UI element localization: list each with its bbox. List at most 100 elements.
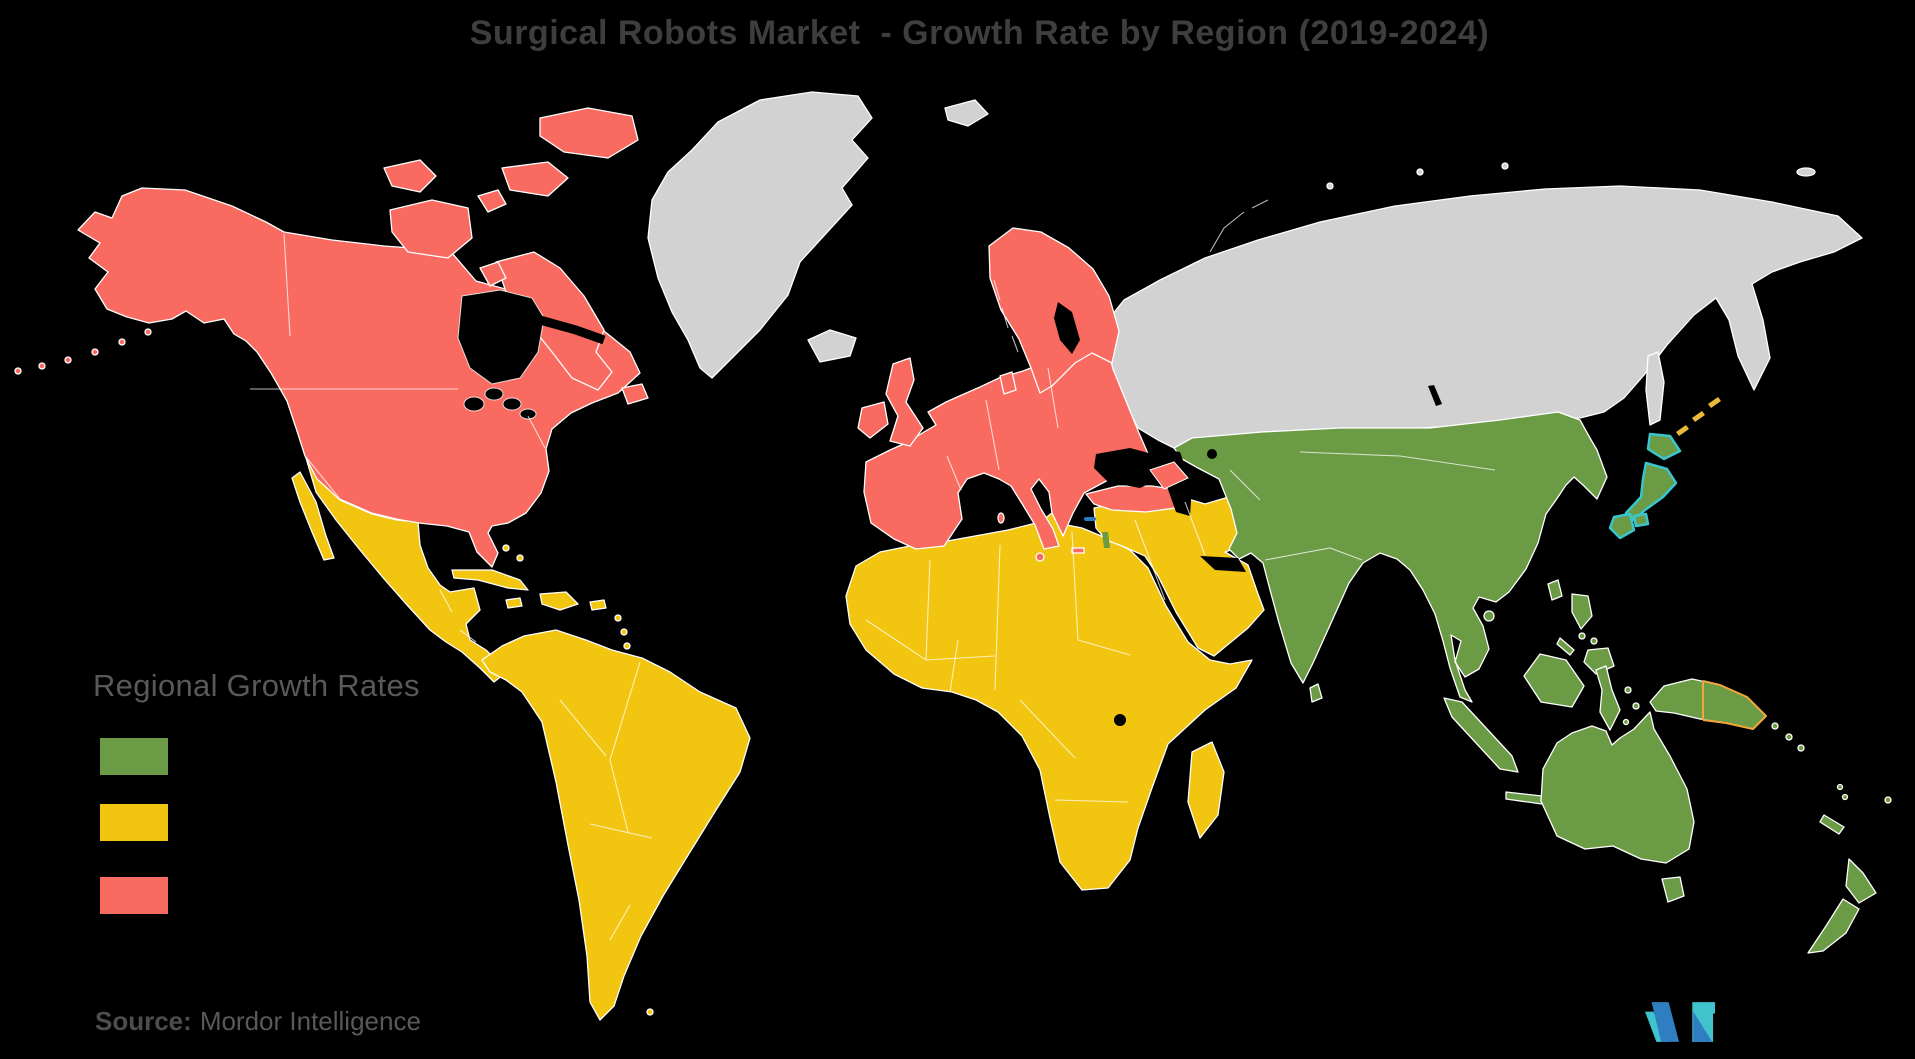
moluccas: [1622, 718, 1630, 726]
mordor-intelligence-logo: [1645, 1002, 1715, 1042]
black-sea: [1094, 448, 1166, 488]
region-newfoundland: [621, 383, 649, 405]
aleutian-island: [64, 356, 72, 364]
region-north-america: [77, 187, 641, 568]
region-australia: [1540, 711, 1695, 864]
fiji: [1884, 796, 1892, 804]
aleutian-island: [14, 367, 22, 375]
bahamas: [516, 554, 524, 562]
region-russia-north-asia: [1099, 185, 1863, 449]
kuril-dash: [1692, 411, 1705, 422]
region-great-britain: [885, 357, 924, 447]
arctic-island-banks: [383, 159, 437, 193]
arctic-island-ellesmere: [539, 107, 639, 159]
persian-gulf: [1200, 556, 1246, 572]
hudson-strait: [538, 315, 606, 345]
moluccas: [1632, 702, 1640, 710]
great-lake: [502, 397, 522, 411]
sardinia: [997, 512, 1005, 524]
region-japan-hokkaido: [1646, 432, 1682, 461]
legend: Regional Growth Rates: [93, 668, 420, 914]
solomon-islands: [1797, 744, 1805, 752]
source-text: Mordor Intelligence: [199, 1006, 421, 1036]
solomon-islands: [1785, 733, 1793, 741]
lake-victoria: [1114, 714, 1126, 726]
region-borneo: [1523, 653, 1585, 708]
great-lake: [484, 387, 504, 401]
region-puerto-rico: [589, 599, 607, 611]
kuril-dash: [1676, 425, 1689, 436]
logo-blue-triangle: [1693, 1011, 1713, 1042]
hainan: [1483, 610, 1495, 622]
arctic-island: [1416, 168, 1424, 176]
region-scandinavia: [988, 227, 1120, 394]
visayas: [1590, 637, 1598, 645]
lake-baikal: [1428, 385, 1442, 406]
legend-swatch-green: [100, 738, 168, 775]
region-south-america: [481, 629, 751, 1021]
region-sakhalin: [1645, 351, 1665, 426]
israel-marker: [1102, 532, 1110, 548]
aleutian-island: [118, 338, 126, 346]
vanuatu: [1841, 793, 1849, 801]
hudson-bay: [457, 289, 545, 385]
wrangel-island: [1796, 167, 1816, 177]
region-japan-shikoku: [1632, 512, 1650, 528]
chart-title: Surgical Robots Market - Growth Rate by …: [469, 14, 1490, 52]
antilles: [620, 628, 628, 636]
region-greenland: [647, 91, 873, 379]
solomon-islands: [1771, 722, 1779, 730]
country-borders: [250, 199, 1496, 941]
region-hispaniola: [539, 591, 579, 611]
region-asia-mainland: [1173, 411, 1608, 703]
region-denmark: [999, 371, 1017, 395]
aleutian-island: [144, 328, 152, 336]
region-sri-lanka: [1309, 683, 1323, 703]
region-baja-california: [291, 471, 335, 561]
cyprus-marker: [1084, 517, 1096, 521]
region-sumatra: [1443, 697, 1519, 773]
antilles: [614, 614, 622, 622]
arctic-island: [1326, 182, 1334, 190]
region-caucasus: [1149, 461, 1189, 490]
png-border-outline: [1702, 680, 1767, 730]
logo-blue-band: [1651, 1002, 1680, 1042]
region-mexico-central-america: [305, 457, 505, 683]
falkland-islands: [646, 1008, 654, 1016]
source-line: Source: Mordor Intelligence: [95, 1006, 421, 1037]
legend-swatch-red: [100, 877, 168, 914]
aleutian-island: [38, 362, 46, 370]
bahamas: [502, 544, 510, 552]
region-sulawesi: [1595, 665, 1621, 731]
great-lake: [463, 396, 485, 412]
sicily: [1035, 552, 1045, 562]
region-europe-mainland: [863, 321, 1150, 550]
great-lake: [519, 408, 537, 420]
region-japan-honshu: [1624, 461, 1678, 522]
region-jamaica: [505, 597, 523, 609]
region-svalbard: [944, 99, 989, 127]
gulf-of-bothnia: [1054, 302, 1080, 354]
legend-swatch-yellow: [100, 804, 168, 841]
new-caledonia: [1819, 814, 1845, 835]
region-iceland: [807, 329, 857, 363]
region-new-zealand-north: [1845, 858, 1877, 904]
palawan: [1556, 637, 1575, 656]
aleutian-island: [91, 348, 99, 356]
arctic-island-victoria: [389, 199, 473, 259]
arctic-island: [1501, 162, 1509, 170]
kuril-dash: [1708, 397, 1721, 408]
crete: [1071, 547, 1085, 554]
arctic-island-devon: [501, 161, 569, 197]
region-tasmania: [1661, 876, 1685, 903]
region-middle-east: [1093, 495, 1265, 657]
moluccas: [1624, 686, 1632, 694]
vanuatu: [1836, 783, 1844, 791]
region-taiwan: [1547, 579, 1563, 601]
region-cuba: [451, 569, 529, 591]
region-ireland: [857, 401, 889, 439]
region-new-zealand-south: [1807, 898, 1860, 954]
region-luzon: [1571, 593, 1593, 630]
